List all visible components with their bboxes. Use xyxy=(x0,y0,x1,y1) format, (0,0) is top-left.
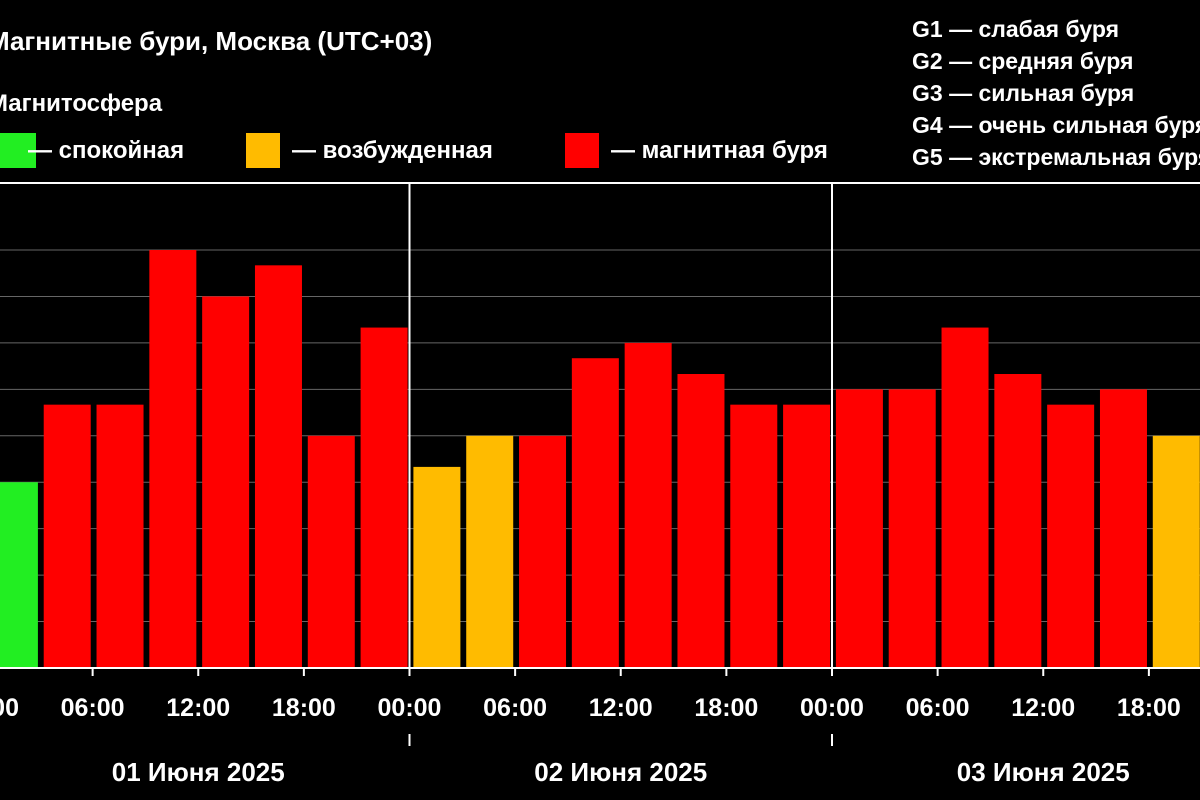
bar xyxy=(677,374,725,668)
bar xyxy=(835,389,883,668)
g-scale-item: G2 — средняя буря xyxy=(912,48,1133,74)
bar xyxy=(149,250,197,668)
bar xyxy=(254,265,302,668)
bar xyxy=(43,404,91,668)
legend: — спокойная — возбужденная — магнитная б… xyxy=(0,133,828,168)
bar xyxy=(994,374,1042,668)
bar xyxy=(1152,435,1200,668)
g-scale-item: G3 — сильная буря xyxy=(912,80,1134,106)
bar xyxy=(413,466,461,668)
bar xyxy=(466,435,514,668)
bar xyxy=(202,296,250,668)
bars xyxy=(0,250,1200,668)
day-label: 01 Июня 2025 xyxy=(112,757,285,787)
x-tick-label: 12:00 xyxy=(589,694,653,722)
x-tick-label: 18:00 xyxy=(272,694,336,722)
bar xyxy=(730,404,778,668)
legend-swatch-active xyxy=(246,133,280,168)
x-tick-label: 00:00 xyxy=(800,694,864,722)
g-scale-item: G5 — экстремальная буря xyxy=(912,144,1200,170)
x-tick-label: 18:00 xyxy=(1117,694,1181,722)
x-tick-label: 06:00 xyxy=(906,694,970,722)
bar xyxy=(519,435,567,668)
x-tick-label: 06:00 xyxy=(483,694,547,722)
bar xyxy=(307,435,355,668)
day-label: 03 Июня 2025 xyxy=(957,757,1130,787)
axes xyxy=(0,182,1200,746)
legend-swatch-quiet xyxy=(0,133,36,168)
x-tick-label: 18:00 xyxy=(694,694,758,722)
bar xyxy=(360,327,408,668)
chart-title: Магнитные бури, Москва (UTC+03) xyxy=(0,26,432,56)
bar xyxy=(888,389,936,668)
bar xyxy=(0,482,38,668)
bar xyxy=(1099,389,1147,668)
x-tick-label: 06:00 xyxy=(61,694,125,722)
x-tick-label: 12:00 xyxy=(166,694,230,722)
bar xyxy=(624,342,672,668)
bar xyxy=(571,358,619,668)
bar xyxy=(96,404,144,668)
legend-label-active: — возбужденная xyxy=(292,137,493,164)
x-tick-label: 00:00 xyxy=(0,694,19,722)
bar xyxy=(1047,404,1095,668)
day-label: 02 Июня 2025 xyxy=(534,757,707,787)
g-scale-item: G4 — очень сильная буря xyxy=(912,112,1200,138)
x-tick-labels: 00:00 06:00 12:00 18:00 00:00 06:00 12:00 18:00… xyxy=(0,668,1181,722)
legend-label-quiet: — спокойная xyxy=(28,137,184,164)
x-tick-label: 00:00 xyxy=(378,694,442,722)
bar xyxy=(783,404,831,668)
g-scale: G1 — слабая буря G2 — средняя буря G3 — … xyxy=(912,16,1200,170)
chart-subtitle: Магнитосфера xyxy=(0,90,163,117)
g-scale-item: G1 — слабая буря xyxy=(912,16,1119,42)
bar xyxy=(941,327,989,668)
legend-swatch-storm xyxy=(565,133,599,168)
legend-label-storm: — магнитная буря xyxy=(611,137,828,164)
x-tick-label: 12:00 xyxy=(1011,694,1075,722)
